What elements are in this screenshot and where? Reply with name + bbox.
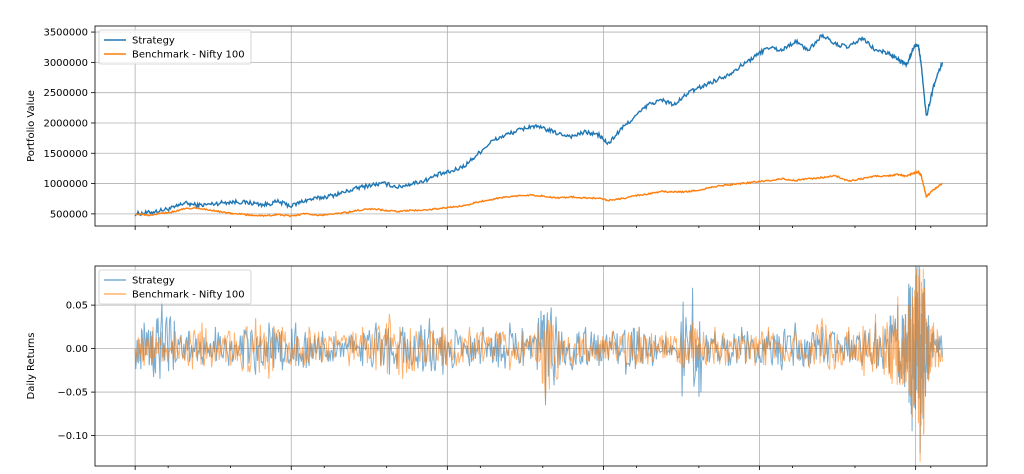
legend-box [98, 29, 252, 65]
y-axis-label: Portfolio Value [26, 90, 37, 162]
legend-label: Benchmark - Nifty 100 [132, 50, 245, 61]
portfolio-value-panel: 500000 1000000 1500000 2000000 2500000 300000… [26, 25, 988, 230]
y-tick-label: 500000 [50, 209, 88, 220]
y-axis-label: Daily Returns [26, 333, 37, 400]
daily-returns-panel: −0.10 −0.05 0.00 0.05 Daily Returns Strategy B… [26, 265, 988, 470]
legend-label: Benchmark - Nifty 100 [132, 290, 245, 301]
y-tick-label: 0.00 [66, 344, 88, 355]
series-line-benchmark [134, 169, 943, 218]
series-line-benchmark [134, 268, 943, 462]
legend-label: Strategy [132, 36, 175, 47]
y-tick-label: 1500000 [43, 149, 88, 160]
y-tick-label: 2000000 [43, 118, 88, 129]
legend-label: Strategy [132, 276, 175, 287]
y-tick-label: 1000000 [43, 179, 88, 190]
legend-box [98, 269, 252, 305]
axes-frame [94, 265, 988, 467]
series-line-strategy [134, 32, 944, 217]
y-tick-label: −0.05 [57, 388, 88, 399]
y-tick-label: 3000000 [43, 58, 88, 69]
y-tick-label: 3500000 [43, 28, 88, 39]
axes-frame [94, 25, 988, 227]
y-tick-label: 0.05 [66, 301, 88, 312]
y-tick-label: −0.10 [57, 431, 88, 442]
y-tick-label: 2500000 [43, 88, 88, 99]
